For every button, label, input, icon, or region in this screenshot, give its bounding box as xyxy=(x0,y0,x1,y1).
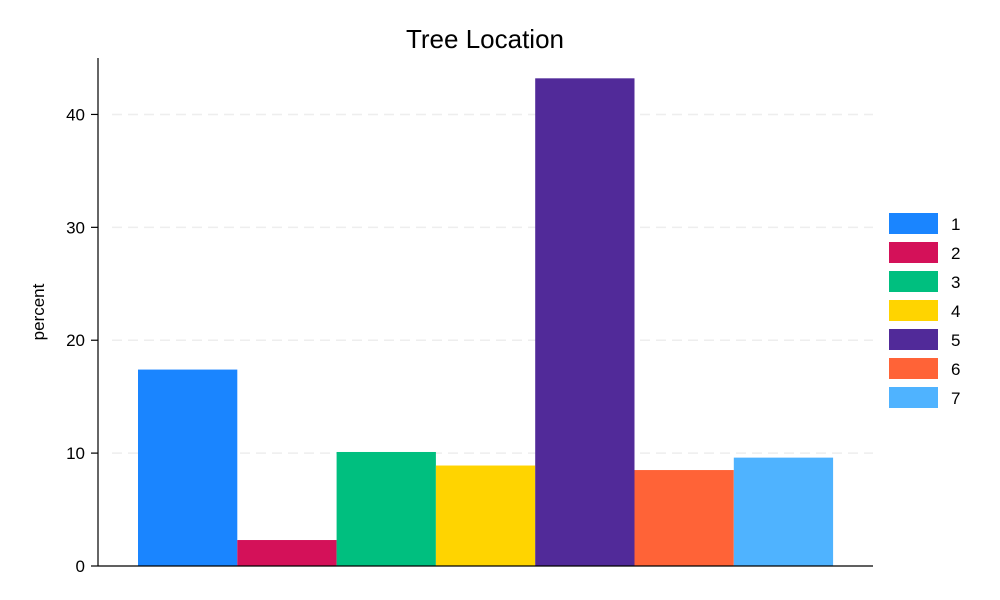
legend-swatch-7 xyxy=(889,387,938,408)
y-ticks: 0 10 20 30 40 xyxy=(66,105,98,576)
legend-label-5: 5 xyxy=(951,331,960,350)
legend-swatch-6 xyxy=(889,358,938,379)
y-tick-label: 0 xyxy=(76,557,85,576)
legend-swatch-5 xyxy=(889,329,938,350)
y-tick-label: 10 xyxy=(66,444,85,463)
legend-swatch-1 xyxy=(889,213,938,234)
legend-label-6: 6 xyxy=(951,360,960,379)
y-axis-label: percent xyxy=(29,283,48,340)
legend-swatch-3 xyxy=(889,271,938,292)
y-tick-label: 20 xyxy=(66,331,85,350)
bars xyxy=(138,78,834,566)
legend-label-2: 2 xyxy=(951,244,960,263)
bar-7 xyxy=(733,457,834,566)
bar-1 xyxy=(138,369,238,566)
legend-label-1: 1 xyxy=(951,215,960,234)
bar-3 xyxy=(336,451,436,566)
legend-swatch-4 xyxy=(889,300,938,321)
bar-6 xyxy=(634,470,734,566)
legend-label-7: 7 xyxy=(951,389,960,408)
legend-label-4: 4 xyxy=(951,302,960,321)
chart-title: Tree Location xyxy=(406,24,564,54)
legend-swatch-2 xyxy=(889,242,938,263)
axes xyxy=(97,58,873,567)
bar-4 xyxy=(435,465,536,566)
bar-2 xyxy=(237,540,337,566)
y-tick-label: 40 xyxy=(66,105,85,124)
bar-5 xyxy=(535,78,635,566)
legend: 1 2 3 4 5 6 7 xyxy=(889,213,960,408)
legend-label-3: 3 xyxy=(951,273,960,292)
y-tick-label: 30 xyxy=(66,218,85,237)
